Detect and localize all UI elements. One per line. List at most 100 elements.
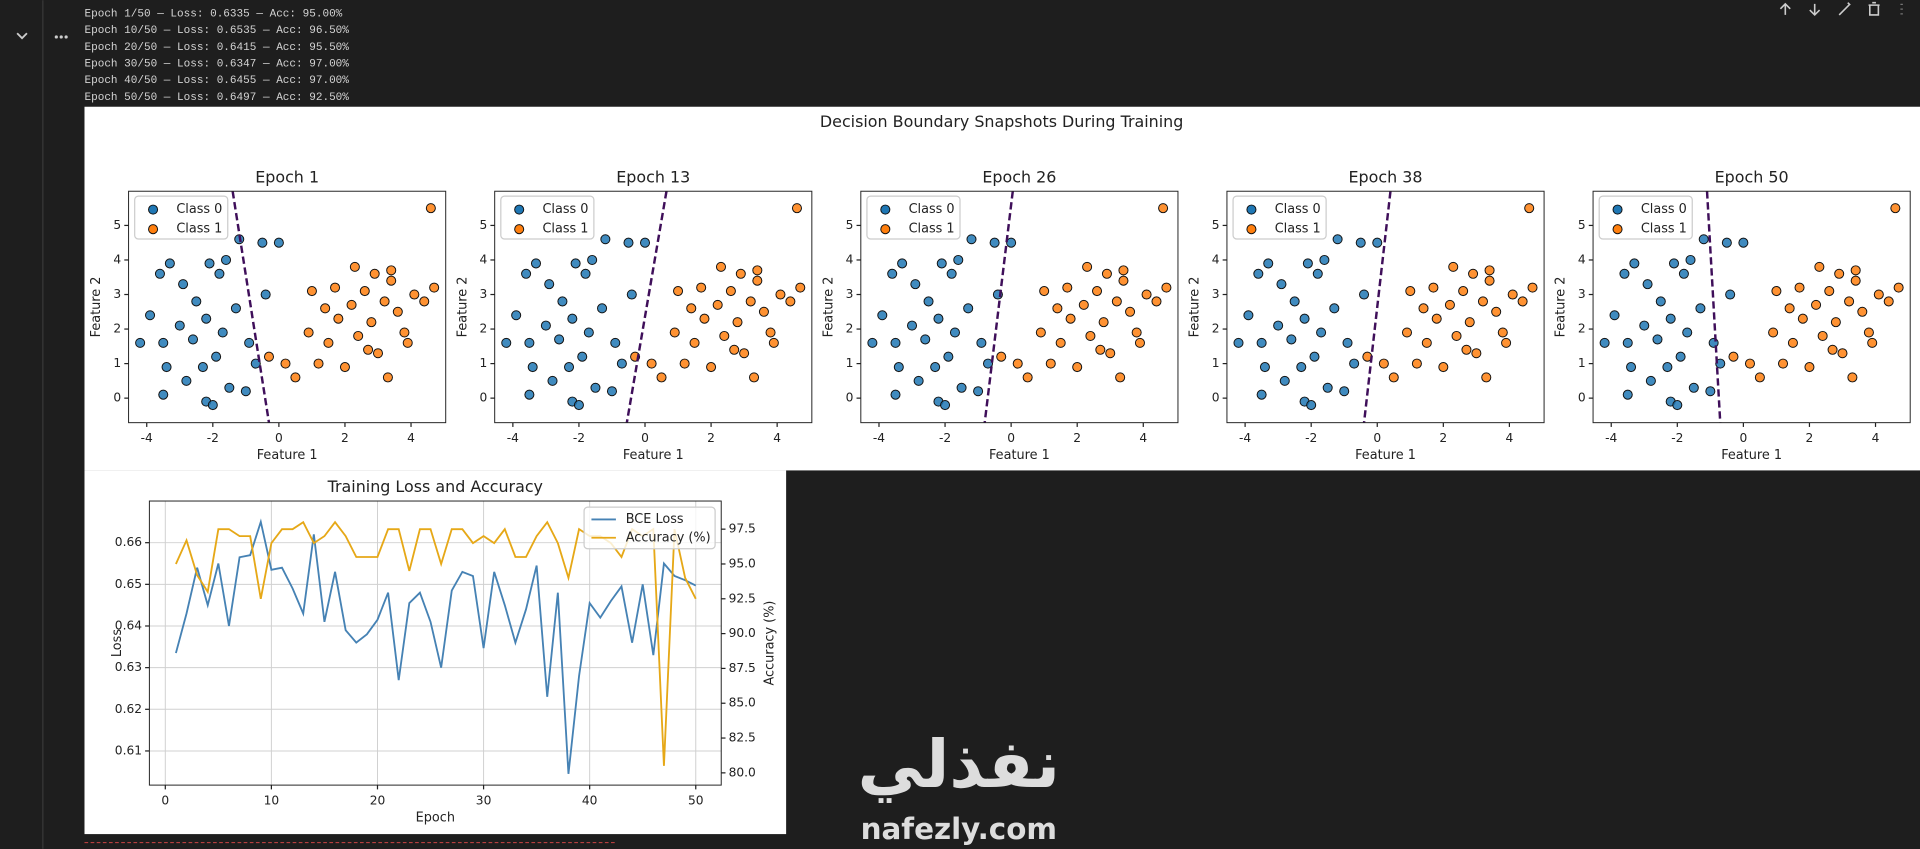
point [1115,372,1126,383]
point [1890,203,1901,214]
point [1101,268,1112,279]
cell-menu-button[interactable] [54,35,68,39]
point [273,237,284,248]
axes-frame [1226,190,1545,424]
legend-label: Class 1 [909,222,955,237]
point [897,258,908,269]
point [429,282,440,293]
y2-tick-label: 82.5 [729,731,756,745]
y-tick-label: 5 [113,218,121,232]
point [521,268,532,279]
legend-label: BCE Loss [626,512,684,527]
point [1725,289,1736,300]
point [1837,348,1848,359]
point [1754,372,1765,383]
x-tick-label: -2 [207,431,219,445]
point [956,382,967,393]
x-tick-label: 2 [1439,431,1447,445]
legend-marker [148,204,159,215]
figure-top [84,106,1920,471]
point [679,358,690,369]
y-tick-label: 3 [1578,287,1586,301]
legend-marker [880,224,891,235]
point [996,351,1007,362]
point [527,362,538,373]
point [557,296,568,307]
point [626,289,637,300]
y-tick-label: 0.66 [115,535,142,549]
point [1444,299,1455,310]
point [135,337,146,348]
point [224,382,235,393]
y2-axis-label: Accuracy (%) [763,601,778,686]
point [1349,358,1360,369]
chart-title: Training Loss and Accuracy [327,477,543,496]
point [1626,362,1637,373]
point [930,362,941,373]
legend-label: Class 1 [176,222,222,237]
point [1688,382,1699,393]
point [765,327,776,338]
legend-box [583,506,716,550]
edit-button[interactable] [1838,2,1851,16]
delete-button[interactable] [1868,1,1880,16]
point [1332,234,1343,245]
y-tick-label: 3 [113,287,121,301]
point [1289,296,1300,307]
point [1662,362,1673,373]
axes-frame [128,190,447,424]
point [409,289,420,300]
x-tick-label: 0 [275,431,283,445]
x-tick-label: 30 [476,794,492,808]
legend: Class 0 Class 1 [866,195,961,240]
watermark-url: nafezly.com [861,812,1057,846]
y2-tick-label: 80.0 [729,765,756,779]
legend: Class 0 Class 1 [134,195,229,240]
point [1151,296,1162,307]
point [923,296,934,307]
point [1629,258,1640,269]
point [1256,389,1267,400]
point [257,237,268,248]
move-up-button[interactable] [1779,2,1791,15]
point [349,261,360,272]
y-tick-label: 0 [1212,391,1220,405]
point [419,296,430,307]
collapse-button[interactable] [16,32,28,40]
point [1847,372,1858,383]
point [600,234,611,245]
point [946,268,957,279]
point [1675,351,1686,362]
x-tick-label: 4 [1139,431,1147,445]
point [197,362,208,373]
point [699,313,710,324]
output-line: Epoch 20/50 — Loss: 0.6415 — Acc: 95.50% [84,42,349,54]
point [1622,337,1633,348]
point [1263,258,1274,269]
legend-marker [1246,224,1257,235]
point [244,337,255,348]
figure-title: Decision Boundary Snapshots During Train… [820,112,1183,131]
legend: Class 0 Class 1 [1598,195,1693,240]
point [1111,296,1122,307]
move-down-button[interactable] [1809,3,1821,17]
y-tick-label: 5 [480,218,488,232]
point [696,282,707,293]
point [610,337,621,348]
point [1448,261,1459,272]
y-tick-label: 1 [113,356,121,370]
point [1484,275,1495,286]
x-tick-label: 4 [773,431,781,445]
y-tick-label: 1 [1212,356,1220,370]
point [181,375,192,386]
point [1421,337,1432,348]
point [1497,327,1508,338]
point [689,337,700,348]
y2-tick-label: 92.5 [729,591,756,605]
point [369,268,380,279]
point [346,299,357,310]
point [785,296,796,307]
point [1458,286,1469,297]
point [1431,313,1442,324]
